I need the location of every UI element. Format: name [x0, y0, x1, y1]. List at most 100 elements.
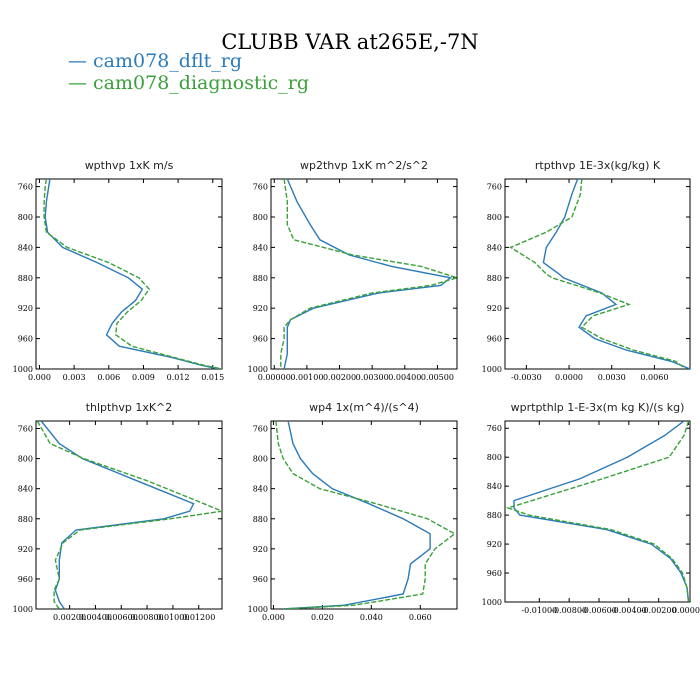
y-tick-label: 880 [18, 274, 33, 283]
x-tick-label: -0.00200 [641, 606, 677, 615]
plot-frame [504, 178, 691, 370]
y-tick-label: 920 [487, 540, 502, 549]
x-tick-label: 0.006 [97, 373, 120, 382]
y-tick-label: 880 [487, 274, 502, 283]
y-tick-label: 1000 [13, 365, 33, 374]
x-tick-label: -0.00400 [611, 606, 647, 615]
x-tick-label: 0.015 [201, 373, 224, 382]
chart-panel: rtpthvp 1E-3x(kg/kg) K 760 800 840 880 920 960… [482, 159, 691, 382]
y-tick-label: 800 [487, 453, 502, 462]
series-line-diagnostic [280, 179, 457, 369]
y-tick-label: 840 [18, 243, 33, 252]
x-tick-label: 0.009 [132, 373, 155, 382]
chart-panel: wp2thvp 1xK m^2/s^2 760 800 840 880 920 960 100… [248, 159, 458, 382]
y-tick-label: 960 [487, 335, 502, 344]
y-tick-label: 960 [18, 575, 33, 584]
x-tick-label: 0.000 [28, 373, 51, 382]
plot-frame [35, 178, 223, 370]
x-tick-label: -0.00600 [581, 606, 617, 615]
y-tick-label: 840 [487, 243, 502, 252]
y-tick-label: 1000 [482, 365, 502, 374]
legend-entry-diagnostic: — cam078_diagnostic_rg [68, 72, 310, 94]
x-tick-label: 0.060 [409, 613, 432, 622]
series-line-dflt [44, 179, 219, 369]
x-tick-label: 0.00200 [53, 613, 86, 622]
panel-title: wpthvp 1xK m/s [85, 159, 174, 172]
panel-title: wprtpthlp 1-E-3x(m kg K)/(s kg) [511, 401, 685, 414]
y-tick-label: 760 [18, 425, 33, 434]
y-tick-label: 1000 [482, 598, 502, 607]
series-line-diagnostic [509, 179, 687, 369]
legend-entry-dflt: — cam078_dflt_rg [68, 50, 243, 72]
series-line-diagnostic [43, 179, 222, 369]
y-tick-label: 920 [253, 304, 268, 313]
y-tick-label: 800 [18, 455, 33, 464]
x-tick-label: 0.01000 [156, 613, 189, 622]
panel-title: wp4 1x(m^4)/(s^4) [309, 401, 419, 414]
y-tick-label: 960 [18, 335, 33, 344]
chart-panel: wp4 1x(m^4)/(s^4)76080084088092096010000… [248, 401, 458, 622]
y-tick-label: 920 [18, 545, 33, 554]
series-line-dflt [283, 421, 431, 609]
series-line-diagnostic [275, 421, 456, 609]
plot-frame [504, 420, 691, 603]
y-tick-label: 800 [253, 213, 268, 222]
x-tick-label: 0.01200 [182, 613, 215, 622]
y-tick-label: 880 [487, 511, 502, 520]
y-tick-label: 840 [487, 482, 502, 491]
plot-frame [270, 420, 458, 610]
y-tick-label: 1000 [248, 365, 268, 374]
y-tick-label: 840 [253, 485, 268, 494]
y-tick-label: 880 [253, 515, 268, 524]
y-tick-label: 800 [18, 213, 33, 222]
x-tick-label: 0.00400 [79, 613, 112, 622]
series-line-diagnostic [505, 421, 690, 602]
y-tick-label: 960 [253, 335, 268, 344]
panel-title: wp2thvp 1xK m^2/s^2 [300, 159, 428, 172]
chart-panel: wprtpthlp 1-E-3x(m kg K)/(s kg) 760 800 840… [482, 401, 700, 615]
x-tick-label: 0.00800 [131, 613, 164, 622]
chart-panel: thlpthvp 1xK^2 760 800 840 880 920 960 1000 0.00… [13, 401, 223, 622]
x-tick-label: 0.00000 [672, 606, 700, 615]
x-tick-label: 0.000 [262, 613, 285, 622]
plot-frame [35, 420, 223, 610]
x-tick-label: -0.01000 [521, 606, 557, 615]
plot-frame [270, 178, 458, 370]
x-tick-label: 0.040 [360, 613, 383, 622]
main-title: CLUBB VAR at265E,-7N [221, 30, 479, 54]
y-tick-label: 920 [253, 545, 268, 554]
x-tick-label: 0.00500 [421, 373, 454, 382]
x-tick-label: 0.020 [311, 613, 334, 622]
y-tick-label: 840 [253, 243, 268, 252]
x-tick-label: 0.00300 [356, 373, 389, 382]
x-tick-label: 0.0030 [598, 373, 626, 382]
y-tick-label: 880 [18, 515, 33, 524]
series-line-dflt [513, 421, 690, 602]
y-tick-label: 760 [253, 183, 268, 192]
y-tick-label: 760 [18, 183, 33, 192]
panel-title: thlpthvp 1xK^2 [86, 401, 173, 414]
y-tick-label: 920 [487, 304, 502, 313]
x-tick-label: -0.0030 [511, 373, 542, 382]
y-tick-label: 1000 [248, 605, 268, 614]
x-tick-label: 0.00000 [258, 373, 291, 382]
y-tick-label: 920 [18, 304, 33, 313]
series-line-dflt [283, 179, 453, 369]
x-tick-label: 0.003 [63, 373, 86, 382]
series-line-diagnostic [36, 421, 222, 609]
y-tick-label: 800 [253, 455, 268, 464]
y-tick-label: 1000 [13, 605, 33, 614]
y-tick-label: 760 [487, 424, 502, 433]
chart-panel: wpthvp 1xK m/s76080084088092096010000.00… [13, 159, 225, 382]
y-tick-label: 760 [487, 183, 502, 192]
y-tick-label: 880 [253, 274, 268, 283]
y-tick-label: 800 [487, 213, 502, 222]
y-tick-label: 960 [253, 575, 268, 584]
y-tick-label: 840 [18, 485, 33, 494]
x-tick-label: 0.00600 [105, 613, 138, 622]
series-line-dflt [40, 421, 195, 609]
x-tick-label: 0.00100 [290, 373, 323, 382]
x-tick-label: 0.012 [167, 373, 190, 382]
x-tick-label: -0.00800 [551, 606, 587, 615]
